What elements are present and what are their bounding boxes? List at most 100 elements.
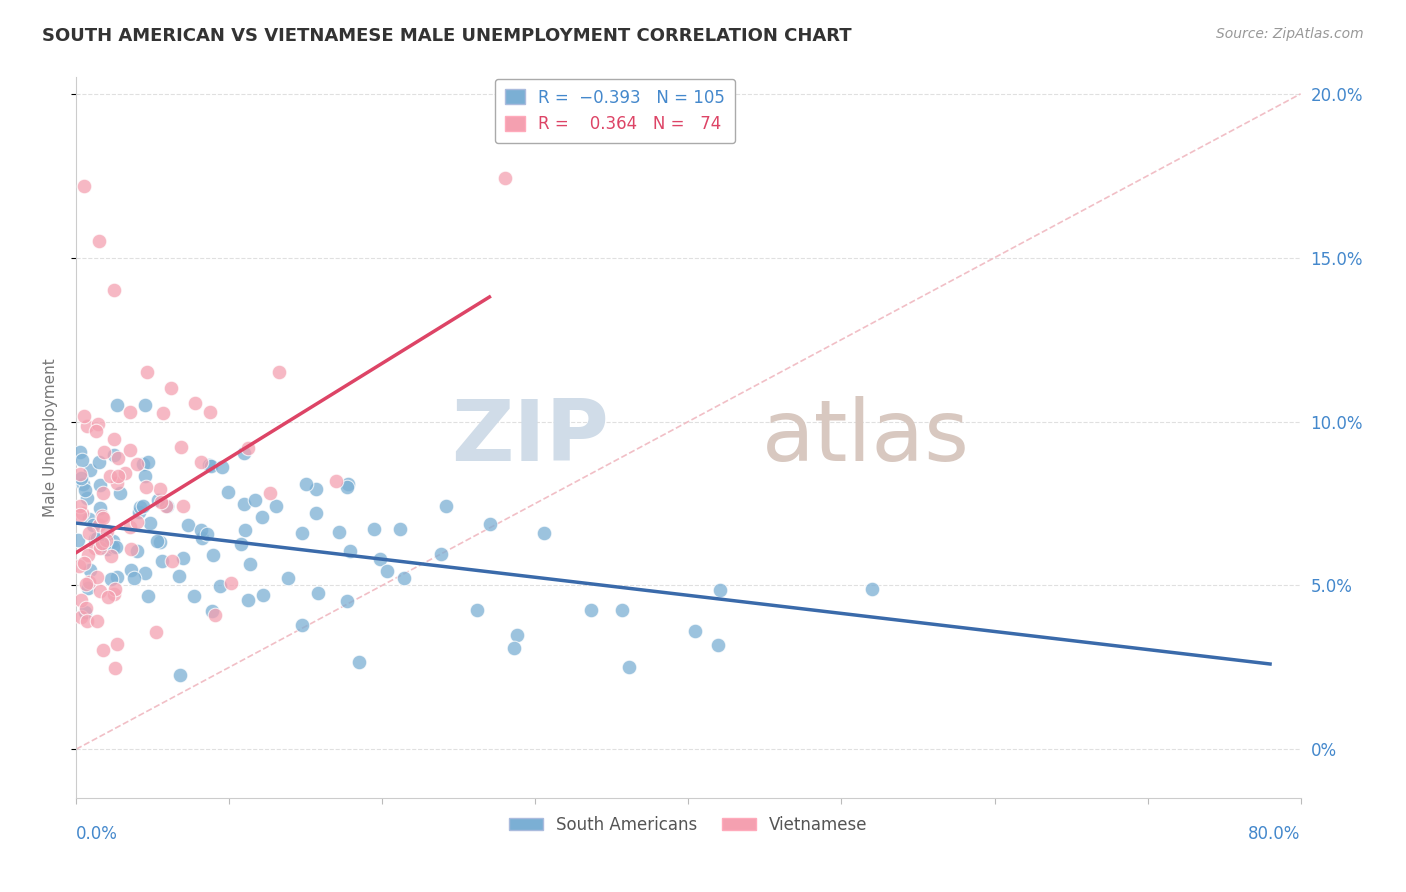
Point <box>290 618 312 632</box>
Point <box>75 600 97 615</box>
Point <box>155 500 177 514</box>
Point <box>77 512 100 526</box>
Point <box>72 506 94 520</box>
Text: atlas: atlas <box>762 396 970 479</box>
Point <box>77 582 100 596</box>
Point <box>134 469 156 483</box>
Point <box>201 604 224 618</box>
Point <box>127 515 149 529</box>
Point <box>87 417 110 432</box>
Point <box>305 506 328 520</box>
Point <box>103 448 125 462</box>
Point <box>232 446 254 460</box>
Point <box>120 563 142 577</box>
Point <box>136 365 159 379</box>
Point <box>533 525 555 540</box>
Point <box>128 500 150 514</box>
Point <box>86 531 108 545</box>
Point <box>73 409 96 423</box>
Point <box>259 485 281 500</box>
Point <box>239 558 262 572</box>
Point <box>138 589 160 603</box>
Point <box>76 491 98 505</box>
Point <box>494 170 516 185</box>
Point <box>93 445 115 459</box>
Point <box>67 559 90 574</box>
Point <box>79 463 101 477</box>
Point <box>79 526 101 541</box>
Point <box>73 483 96 497</box>
Point <box>172 499 194 513</box>
Point <box>325 474 347 488</box>
Point <box>232 497 254 511</box>
Point <box>336 480 359 494</box>
Point <box>465 603 488 617</box>
Point <box>506 628 529 642</box>
Point <box>104 661 127 675</box>
Point <box>108 486 131 500</box>
Point <box>167 568 190 582</box>
Point <box>150 495 173 509</box>
Point <box>267 365 290 379</box>
Text: 0.0%: 0.0% <box>76 824 118 843</box>
Point <box>104 582 127 596</box>
Point <box>368 551 391 566</box>
Point <box>105 570 128 584</box>
Point <box>190 455 212 469</box>
Point <box>76 418 98 433</box>
Point <box>93 485 115 500</box>
Point <box>93 538 115 552</box>
Point <box>233 523 256 537</box>
Point <box>198 458 221 472</box>
Point <box>190 531 212 545</box>
Point <box>860 582 883 597</box>
Point <box>79 563 101 577</box>
Point <box>245 492 267 507</box>
Point <box>70 470 93 484</box>
Point <box>250 509 273 524</box>
Point <box>236 592 259 607</box>
Point <box>363 522 385 536</box>
Point <box>183 589 205 603</box>
Point <box>96 542 118 557</box>
Point <box>478 516 501 531</box>
Point <box>93 511 115 525</box>
Point <box>105 475 128 490</box>
Point <box>277 571 299 585</box>
Point <box>152 406 174 420</box>
Point <box>132 499 155 513</box>
Point <box>76 548 98 562</box>
Point <box>172 550 194 565</box>
Point <box>339 544 361 558</box>
Point <box>96 533 118 548</box>
Point <box>118 520 141 534</box>
Point <box>89 501 111 516</box>
Point <box>90 509 112 524</box>
Point <box>107 469 129 483</box>
Point <box>145 625 167 640</box>
Point <box>502 641 524 656</box>
Point <box>75 577 97 591</box>
Point <box>72 476 94 491</box>
Point <box>87 455 110 469</box>
Point <box>96 524 118 538</box>
Point <box>89 541 111 555</box>
Point <box>120 541 142 556</box>
Point <box>100 549 122 563</box>
Point <box>305 482 328 496</box>
Point <box>132 457 155 471</box>
Point <box>135 480 157 494</box>
Point <box>375 564 398 578</box>
Point <box>127 457 149 471</box>
Point <box>252 588 274 602</box>
Point <box>114 466 136 480</box>
Point <box>328 524 350 539</box>
Point <box>389 522 412 536</box>
Text: Source: ZipAtlas.com: Source: ZipAtlas.com <box>1216 27 1364 41</box>
Point <box>103 432 125 446</box>
Point <box>200 459 222 474</box>
Point <box>89 583 111 598</box>
Point <box>96 531 118 545</box>
Point <box>69 500 91 514</box>
Point <box>66 533 89 548</box>
